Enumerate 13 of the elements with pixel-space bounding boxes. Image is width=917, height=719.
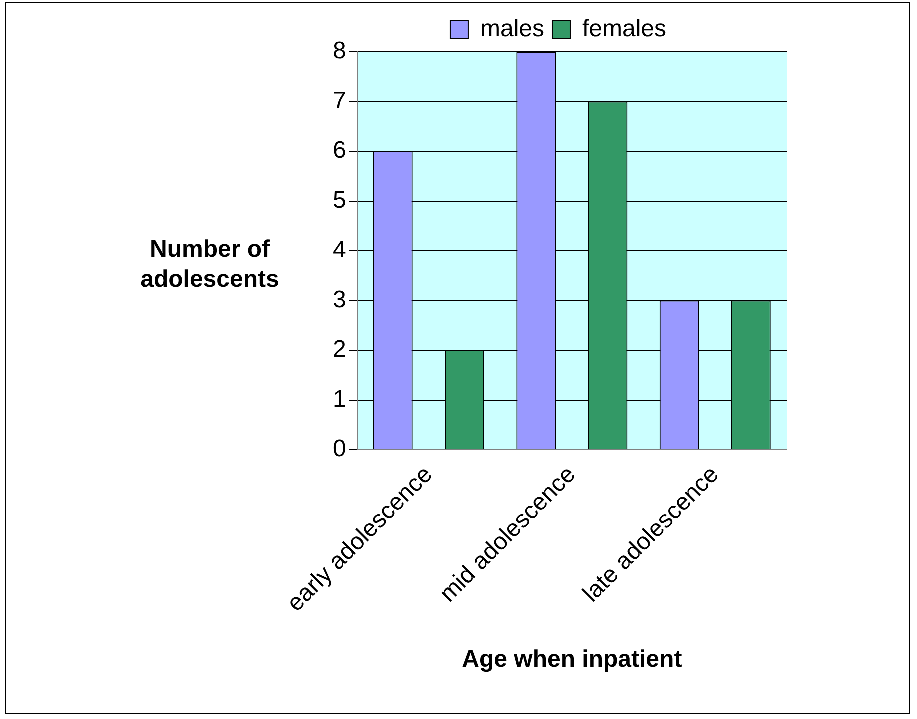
y-tick-label: 0	[332, 436, 346, 463]
legend-label: females	[582, 16, 667, 43]
y-tick-label: 2	[332, 336, 346, 364]
y-tick-label: 6	[332, 137, 346, 164]
y-tick-label: 7	[332, 87, 346, 114]
x-axis-title: Age when inpatient	[462, 646, 682, 674]
y-tick-label: 1	[332, 386, 346, 413]
y-tick-label: 3	[332, 286, 346, 314]
legend-label: males	[480, 16, 545, 43]
y-tick-label: 4	[332, 236, 346, 264]
y-tick-label: 8	[332, 38, 346, 65]
y-axis-title: Number of adolescents	[140, 235, 280, 295]
y-tick-label: 5	[332, 186, 346, 214]
